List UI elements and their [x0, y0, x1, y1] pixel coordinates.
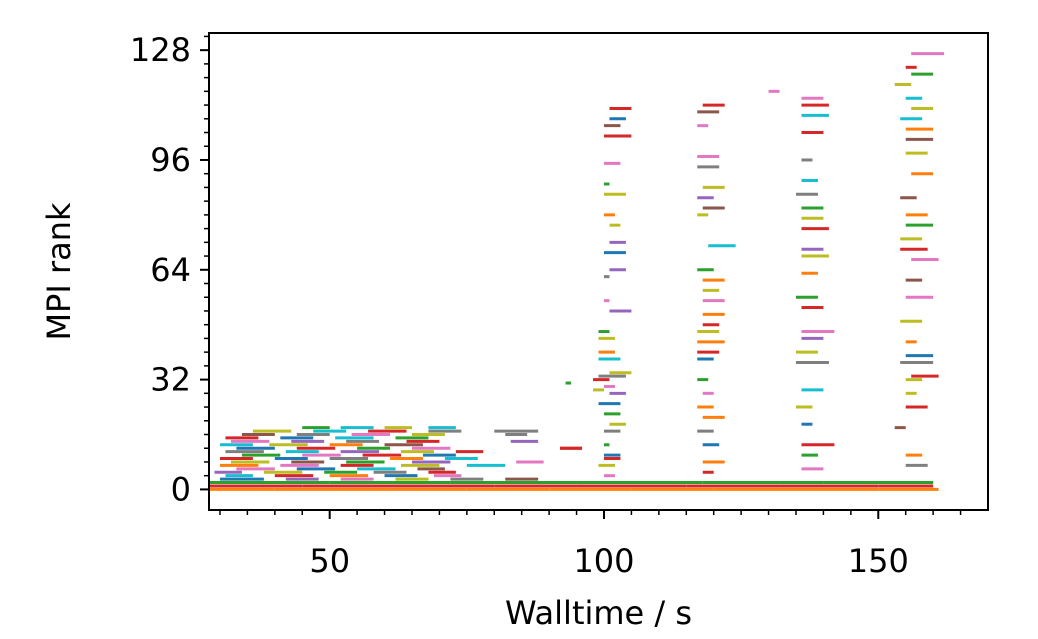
- y-tick-label: 64: [150, 251, 191, 289]
- ticks-layer: 50 100 150 0 32 64 96 128: [130, 31, 962, 580]
- y-tick-label: 128: [130, 31, 191, 69]
- segments-layer: [209, 52, 945, 491]
- x-tick-label: 50: [309, 542, 350, 580]
- plot-frame: [208, 32, 989, 511]
- y-tick-label: 0: [171, 470, 191, 508]
- x-axis-label: Walltime / s: [505, 594, 692, 632]
- x-tick-label: 150: [848, 542, 909, 580]
- x-tick-label: 100: [573, 542, 634, 580]
- y-tick-label: 32: [150, 361, 191, 399]
- y-axis-label: MPI rank: [40, 202, 78, 341]
- y-tick-label: 96: [150, 141, 191, 179]
